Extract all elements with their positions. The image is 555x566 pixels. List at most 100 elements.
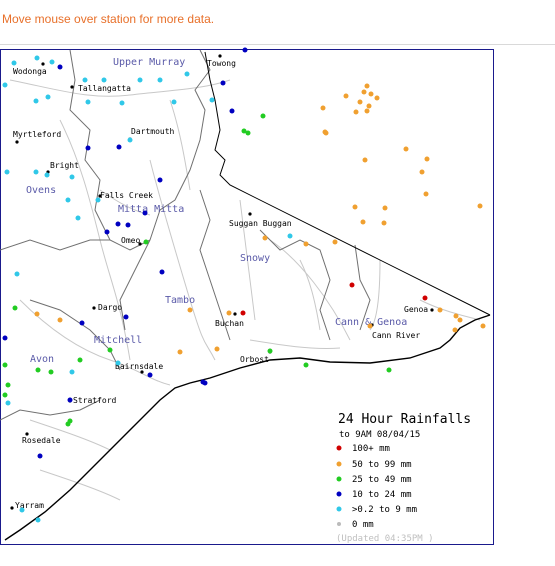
station-marker[interactable] [34,55,40,61]
station-marker[interactable] [303,362,309,368]
station-marker[interactable] [343,93,349,99]
station-marker[interactable] [82,77,88,83]
station-marker[interactable] [220,80,226,86]
station-marker[interactable] [403,146,409,152]
station-marker[interactable] [119,100,125,106]
station-marker[interactable] [75,215,81,221]
station-marker[interactable] [2,392,8,398]
station-marker[interactable] [147,372,153,378]
station-marker[interactable] [11,60,17,66]
station-marker[interactable] [65,421,71,427]
station-marker[interactable] [48,369,54,375]
station-marker[interactable] [332,239,338,245]
station-marker[interactable] [320,105,326,111]
station-marker[interactable] [45,94,51,100]
station-marker[interactable] [214,346,220,352]
station-marker[interactable] [2,362,8,368]
station-marker[interactable] [480,323,486,329]
station-marker[interactable] [123,314,129,320]
station-marker[interactable] [209,97,215,103]
station-marker[interactable] [352,204,358,210]
station-marker[interactable] [453,313,459,319]
station-marker[interactable] [19,507,25,513]
station-marker[interactable] [423,191,429,197]
station-marker[interactable] [37,453,43,459]
station-marker[interactable] [33,169,39,175]
station-marker[interactable] [353,109,359,115]
station-marker[interactable] [5,400,11,406]
station-marker[interactable] [107,347,113,353]
station-marker[interactable] [322,129,328,135]
station-marker[interactable] [125,222,131,228]
station-marker[interactable] [159,269,165,275]
station-marker[interactable] [374,95,380,101]
station-marker[interactable] [262,235,268,241]
station-marker[interactable] [137,77,143,83]
station-marker[interactable] [49,59,55,65]
station-marker[interactable] [260,113,266,119]
station-marker[interactable] [357,99,363,105]
station-marker[interactable] [2,335,8,341]
station-marker[interactable] [65,197,71,203]
station-marker[interactable] [241,128,247,134]
station-marker[interactable] [12,305,18,311]
station-marker[interactable] [85,145,91,151]
station-marker[interactable] [382,205,388,211]
station-marker[interactable] [368,91,374,97]
station-marker[interactable] [115,360,121,366]
station-marker[interactable] [457,317,463,323]
station-marker[interactable] [171,99,177,105]
station-marker[interactable] [381,220,387,226]
station-marker[interactable] [33,98,39,104]
station-marker[interactable] [95,197,101,203]
station-marker[interactable] [116,144,122,150]
station-marker[interactable] [77,357,83,363]
station-marker[interactable] [44,172,50,178]
station-marker[interactable] [142,210,148,216]
station-marker[interactable] [157,177,163,183]
station-marker[interactable] [367,323,373,329]
station-marker[interactable] [364,108,370,114]
station-marker[interactable] [424,156,430,162]
station-marker[interactable] [229,108,235,114]
station-marker[interactable] [104,229,110,235]
station-marker[interactable] [127,137,133,143]
station-marker[interactable] [14,271,20,277]
station-marker[interactable] [422,295,428,301]
station-marker[interactable] [2,82,8,88]
station-marker[interactable] [303,241,309,247]
station-marker[interactable] [452,327,458,333]
station-marker[interactable] [177,349,183,355]
station-marker[interactable] [366,103,372,109]
station-marker[interactable] [349,282,355,288]
station-marker[interactable] [242,47,248,53]
station-marker[interactable] [4,169,10,175]
station-marker[interactable] [386,367,392,373]
station-marker[interactable] [57,317,63,323]
station-marker[interactable] [287,233,293,239]
station-marker[interactable] [35,367,41,373]
station-marker[interactable] [69,369,75,375]
station-marker[interactable] [35,517,41,523]
station-marker[interactable] [200,379,206,385]
station-marker[interactable] [5,382,11,388]
station-marker[interactable] [187,307,193,313]
station-marker[interactable] [362,157,368,163]
station-marker[interactable] [67,397,73,403]
station-marker[interactable] [364,83,370,89]
station-marker[interactable] [115,221,121,227]
station-marker[interactable] [267,348,273,354]
station-marker[interactable] [143,239,149,245]
station-marker[interactable] [79,320,85,326]
station-marker[interactable] [361,89,367,95]
station-marker[interactable] [34,311,40,317]
station-marker[interactable] [360,219,366,225]
station-marker[interactable] [245,130,251,136]
station-marker[interactable] [419,169,425,175]
station-marker[interactable] [240,310,246,316]
station-marker[interactable] [184,71,190,77]
station-marker[interactable] [437,307,443,313]
station-marker[interactable] [85,99,91,105]
station-marker[interactable] [477,203,483,209]
station-marker[interactable] [101,77,107,83]
